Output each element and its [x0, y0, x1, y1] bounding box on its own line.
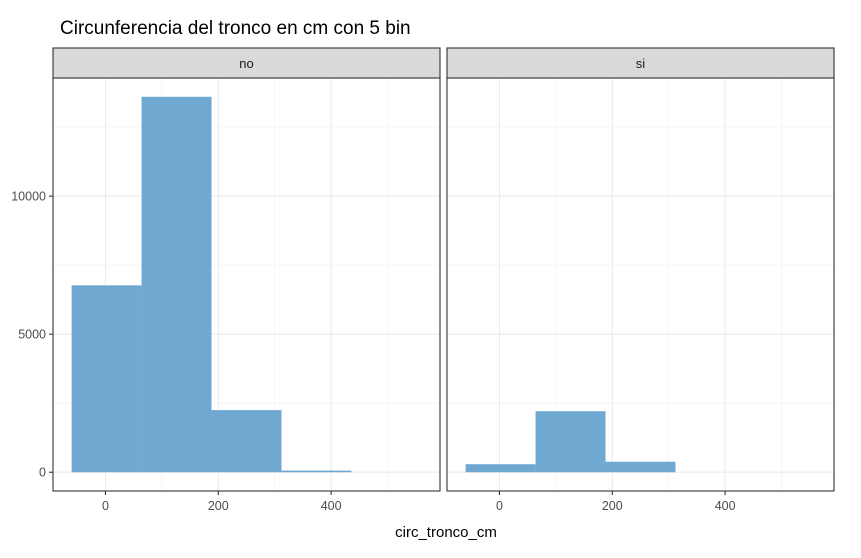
x-tick-label: 400 [321, 499, 342, 513]
histogram-bar [141, 96, 212, 473]
histogram-bar [211, 410, 282, 473]
x-tick-label: 400 [715, 499, 736, 513]
facet-strip [52, 47, 441, 79]
x-tick-label: 0 [496, 499, 503, 513]
y-tick-label: 0 [39, 466, 46, 480]
y-tick-label: 10000 [11, 190, 46, 204]
y-tick-label: 5000 [18, 328, 46, 342]
histogram-bar [465, 464, 536, 473]
facet-strip-label: si [636, 56, 646, 71]
x-tick-label: 200 [602, 499, 623, 513]
x-axis-title: circ_tronco_cm [395, 524, 497, 541]
x-tick-label: 200 [208, 499, 229, 513]
histogram-bar [605, 461, 676, 473]
histogram-bar [281, 470, 352, 473]
panel-background [447, 78, 834, 491]
facet-panel-1: si 0 200 400 [446, 47, 835, 513]
facet-strip-label: no [239, 56, 253, 71]
chart-title: Circunferencia del tronco en cm con 5 bi… [60, 18, 411, 39]
x-tick-label: 0 [102, 499, 109, 513]
facet-panel-0: no 0 200 400 0 5000 10000 [11, 47, 441, 513]
histogram-bar [71, 285, 142, 473]
histogram-bar [535, 411, 606, 473]
facet-strip [446, 47, 835, 79]
